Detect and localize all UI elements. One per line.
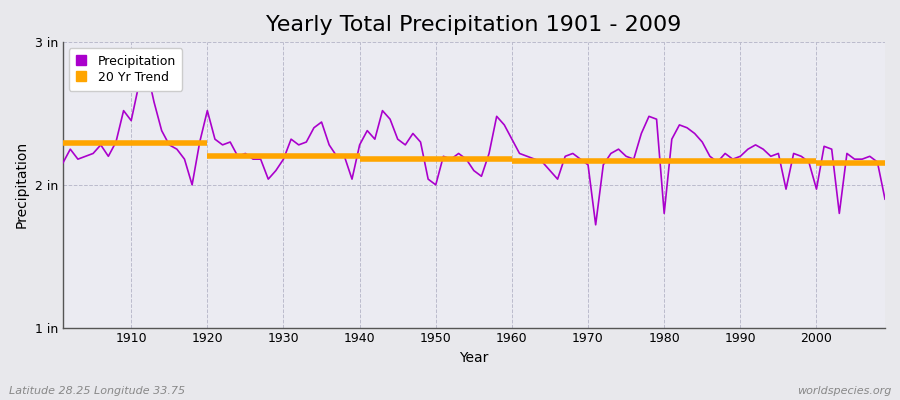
Legend: Precipitation, 20 Yr Trend: Precipitation, 20 Yr Trend [69,48,182,91]
X-axis label: Year: Year [459,351,489,365]
Text: Latitude 28.25 Longitude 33.75: Latitude 28.25 Longitude 33.75 [9,386,185,396]
Title: Yearly Total Precipitation 1901 - 2009: Yearly Total Precipitation 1901 - 2009 [266,15,681,35]
Text: worldspecies.org: worldspecies.org [796,386,891,396]
Y-axis label: Precipitation: Precipitation [15,141,29,228]
